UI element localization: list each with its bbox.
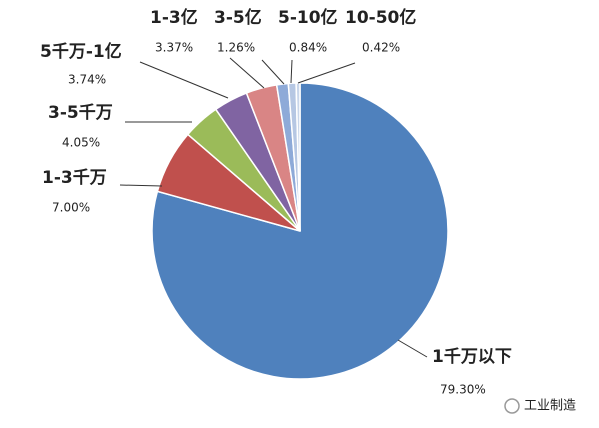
leader-line [297,62,356,84]
value-label: 0.42% [362,41,400,55]
slice-label: 5千万-1亿 [40,41,122,62]
leader-line [397,339,428,358]
slice-label: 1-3亿 [150,7,198,28]
leader-line [119,184,163,187]
value-label: 0.84% [289,41,327,55]
slice-label: 1千万以下 [432,347,512,367]
value-label: 1.26% [217,41,255,55]
watermark: 工业制造 [504,398,576,414]
slice-label: 1-3千万 [42,168,107,188]
watermark-icon [504,398,520,414]
slice-label: 3-5亿 [214,7,262,28]
leader-line [261,59,285,85]
watermark-text: 工业制造 [524,399,576,414]
slice-label: 5-10亿 [278,7,338,28]
value-label: 3.74% [68,73,106,87]
value-label: 79.30% [440,383,486,397]
value-label: 7.00% [52,201,90,215]
value-label: 3.37% [155,41,193,55]
leader-line [229,57,265,89]
value-label: 4.05% [62,136,100,150]
slice-label: 3-5千万 [48,103,113,123]
slice-label: 10-50亿 [345,7,416,28]
leader-line [290,59,293,84]
leader-line [139,61,229,99]
